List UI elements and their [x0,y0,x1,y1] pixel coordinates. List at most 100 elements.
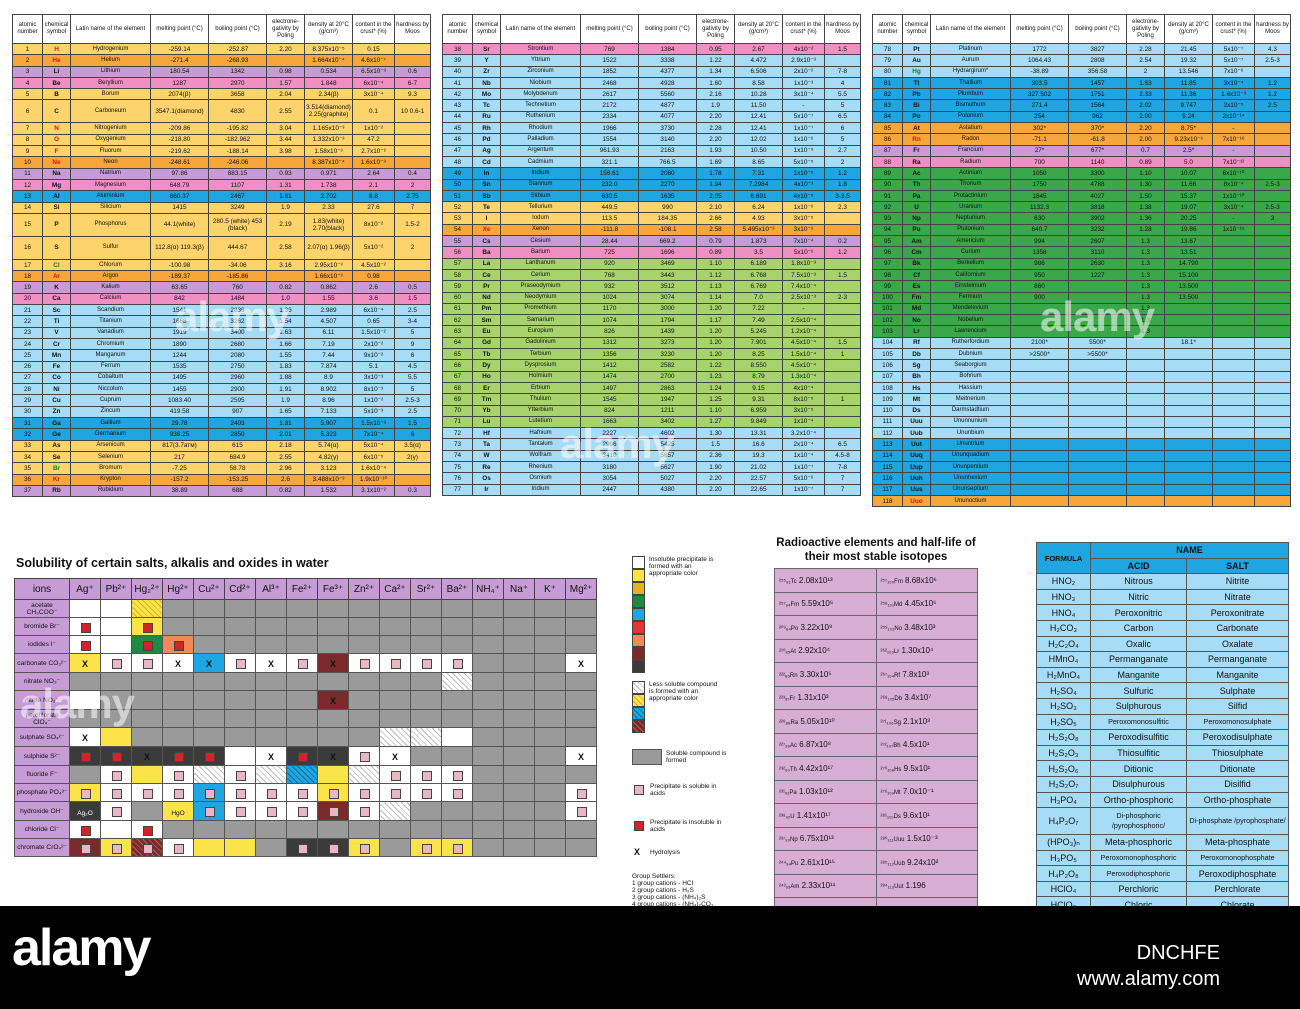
hardness: 5 [824,99,861,112]
isotope-cell: ²⁸⁵₁₁₂Uub 9.24x10² [875,850,978,875]
melting-point [1010,483,1069,496]
electronegativity: 2.01 [266,428,305,441]
chemical-symbol: Ho [472,370,501,383]
density: 2.67 [734,42,783,56]
electronegativity: 1.90 [696,460,735,474]
salt-name: Nitrate [1186,588,1289,606]
solubility-row: perchlorate ClO₄⁻ [14,709,597,728]
element-row: 38 Sr Strontium 769 1384 0.95 2.67 4x10⁻² 1.5 [442,42,861,56]
melting-point: 254 [1010,110,1069,124]
hardness: 4.5 [394,360,431,373]
precipitate-acid-soluble-icon [391,659,401,669]
hardness [1254,381,1291,395]
melting-point: 932 [580,280,639,293]
electronegativity: 0.89 [1126,155,1165,169]
electronegativity: 1.81 [266,417,305,430]
melting-point: 1545 [580,393,639,406]
solubility-cell [317,838,349,857]
legend-insoluble: Insoluble precipitate is formed with an … [649,556,714,577]
latin-name: Helium [70,54,151,67]
hardness [1254,133,1291,146]
density: 12.02 [734,133,783,146]
boiling-point: 883.15 [208,167,267,180]
element-row: 54 Xe Xenon -111.8 -108.1 2.58 5.495x10⁻³ 3x10⁻… [442,223,861,237]
hardness: 5 [824,133,861,146]
solubility-cell [348,672,380,691]
crust-content: 4.6x10⁻⁷ [352,54,395,67]
element-row: 58 Ce Cerium 768 3443 1.12 6.768 7.5x10⁻³ 1.5 [442,268,861,282]
density: 1.532 [304,484,353,498]
density: 1.848 [304,76,353,90]
solubility-cell [255,635,287,654]
hardness: 9.3 [394,88,431,101]
crust-content: 2.5x10⁻⁴ [782,314,825,327]
solubility-cell: X [162,653,194,673]
solubility-cell [224,690,256,710]
hardness: 0.3 [394,484,431,498]
acid-name: Permanganate [1090,651,1187,668]
element-row: 91 Pa Protactinium 1845 4027 1.50 15.37 1x10⁻¹⁰ [872,189,1291,203]
acid-name: Nitric [1090,588,1187,606]
atomic-number: 103 [872,325,903,338]
solubility-cell [162,820,194,839]
crust-content: 2x10⁻⁵ [1212,99,1255,112]
acid-name: Peroxomonosulfitic [1090,713,1187,731]
boiling-point: 5500* [1068,336,1127,350]
acid-salt-row: H₂S₂O₃ Thiosulfitic Thiosulphate [1036,744,1289,762]
density: 7.874 [304,360,353,373]
boiling-point: 5425 [638,438,697,451]
chemical-symbol: C [42,99,71,124]
legend-less-yellow [632,694,645,707]
atomic-number: 69 [442,393,473,406]
element-row: 1 H Hydrogenium -259.14 -252.87 2.20 8.375x10⁻… [12,42,431,56]
precipitate-acid-soluble-icon [267,788,277,799]
boiling-point: 1227 [1068,268,1127,282]
salt-name: Silfid [1186,697,1289,715]
chemical-symbol: Uuh [902,472,931,485]
solubility-cell [224,746,256,766]
acid-header: ACID [1090,557,1187,575]
density: 11.50 [734,99,783,112]
hydrolysis-mark: X [174,659,181,669]
element-row: 28 Ni Niccolum 1455 2900 1.91 8.902 8x10⁻³ 5 [12,383,431,396]
atomic-number: 3 [12,65,43,78]
boiling-point [1068,494,1127,508]
precipitate-acid-soluble-icon [422,659,432,669]
crust-content: 1x10⁻⁶ [782,201,825,214]
half-life-value: 2.1x10³ [900,716,930,726]
element-row: 40 Zr Zirconium 1852 4377 1.34 6.506 2x10⁻² 7-8 [442,65,861,78]
precipitate-acid-soluble-icon [174,770,184,781]
solubility-row: chloride Cl⁻ [14,820,597,839]
solubility-cell [286,838,318,857]
ion-label: acetate CH₃COO⁻ [14,599,70,618]
isotope-cell: ²⁴⁴₉₄Pu 2.61x10¹⁵ [774,850,877,875]
precipitate-acid-soluble-icon [112,788,122,799]
atomic-number: 7 [12,122,43,135]
crust-content: 1x10⁻⁷ [782,483,825,496]
latin-name: Vanadium [70,326,151,339]
electronegativity: 1.65 [266,405,305,419]
crust-content: 0.1 [352,99,395,124]
element-row: 15 P Phosphorus 44.1(white) 280.5 (white) 45… [12,212,431,237]
melting-point: 1455 [150,383,209,396]
density: 9.31 [734,393,783,406]
solubility-cell [193,746,225,766]
atomic-number: 40 [442,65,473,78]
solubility-cell [69,672,101,691]
chemical-symbol: B [42,88,71,101]
electronegativity: 2.16 [696,88,735,101]
crust-content: 2.1 [352,178,395,192]
crust-content [1212,246,1255,259]
boiling-point: 4077 [638,110,697,124]
solubility-cell [565,635,597,654]
solubility-cell [286,727,318,747]
element-row: 22 Ti Titanium 1668 3262 1.54 4.507 0.65 3-4 [12,315,431,328]
melting-point: 1663 [580,415,639,429]
precipitate-acid-soluble-icon [112,843,122,854]
precipitate-acid-soluble-icon [143,843,153,854]
solubility-cell [100,709,132,728]
acid-name: Peroxomonophosphoric [1090,849,1187,867]
melting-point: 1083.40 [150,394,209,407]
precipitate-acid-soluble-icon [174,788,184,799]
boiling-point: 1211 [638,404,697,417]
